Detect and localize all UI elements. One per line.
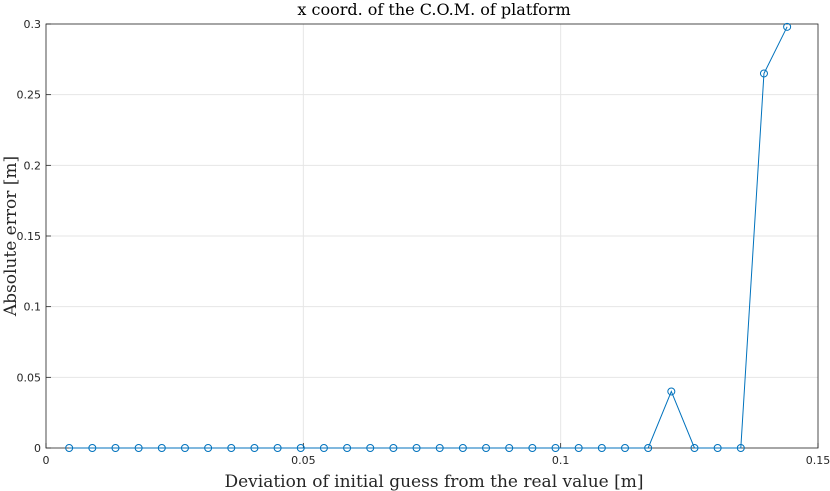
data-point-marker — [458, 444, 467, 452]
x-tick-label: 0.1 — [552, 454, 570, 467]
y-tick-label: 0.3 — [24, 18, 42, 31]
y-tick-label: 0.25 — [17, 89, 42, 102]
data-point-marker — [736, 444, 745, 452]
x-tick-label: 0.05 — [291, 454, 316, 467]
y-tick-label: 0.05 — [17, 371, 42, 384]
data-point-marker — [783, 22, 792, 31]
data-point-marker — [528, 444, 537, 452]
y-tick-label: 0.15 — [17, 230, 42, 243]
data-point-marker — [273, 444, 282, 452]
data-point-marker — [621, 444, 629, 452]
y-tick-label: 0.1 — [24, 301, 42, 314]
data-point-marker — [204, 444, 213, 452]
data-point-marker — [435, 444, 444, 452]
data-point-marker — [482, 444, 491, 452]
data-point-marker — [597, 444, 606, 452]
data-point-marker — [227, 444, 236, 452]
data-point-marker — [389, 444, 398, 452]
data-point-marker — [65, 444, 74, 452]
data-point-marker — [412, 444, 421, 452]
chart-title: x coord. of the C.O.M. of platform — [297, 0, 570, 19]
data-point-marker — [366, 444, 375, 452]
y-tick-label: 0.2 — [24, 159, 42, 172]
data-point-marker — [180, 444, 189, 452]
x-tick-label: 0 — [43, 454, 50, 467]
data-point-marker — [713, 444, 722, 452]
data-point-marker — [296, 444, 305, 452]
data-point-marker — [250, 444, 259, 452]
y-axis-ticks: 0 0.05 0.1 0.15 0.2 0.25 0.3 — [17, 18, 51, 455]
data-point-marker — [644, 444, 653, 452]
data-point-marker — [157, 444, 166, 452]
data-point-marker — [690, 444, 699, 452]
data-point-marker — [759, 69, 768, 78]
data-point-marker — [551, 444, 560, 452]
data-point-marker — [505, 444, 514, 452]
series-markers — [65, 22, 792, 452]
x-axis-ticks: 0 0.05 0.1 0.15 — [43, 443, 830, 467]
data-point-marker — [667, 387, 676, 396]
data-point-marker — [319, 444, 328, 452]
data-point-marker — [88, 444, 97, 452]
data-point-marker — [134, 444, 143, 452]
grid — [45, 23, 819, 449]
data-point-marker — [343, 444, 352, 452]
data-point-marker — [111, 444, 120, 452]
series-line — [69, 26, 788, 449]
data-point-marker — [574, 444, 583, 452]
y-tick-label: 0 — [34, 442, 41, 455]
x-axis-label: Deviation of initial guess from the real… — [224, 472, 643, 491]
y-axis-label: Absolute error [m] — [1, 156, 21, 317]
x-tick-label: 0.15 — [806, 454, 830, 467]
